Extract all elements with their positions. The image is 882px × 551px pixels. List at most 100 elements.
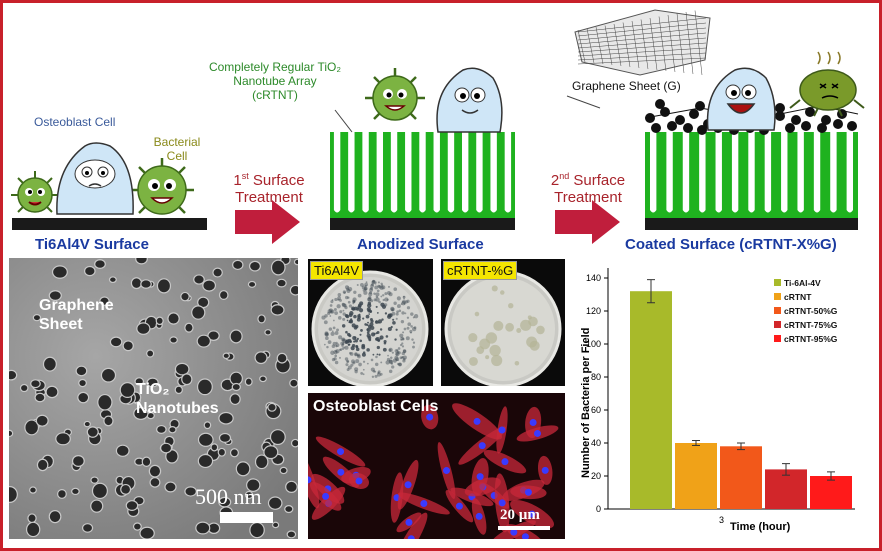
y-tick-label: 60 bbox=[591, 405, 601, 415]
bacterial-colony bbox=[321, 315, 326, 320]
bacterial-colony bbox=[331, 298, 334, 301]
bacterial-colony bbox=[334, 354, 338, 358]
bar bbox=[720, 446, 762, 509]
bacterial-colony bbox=[377, 371, 380, 374]
cell-nucleus bbox=[510, 528, 518, 536]
bacterial-colony bbox=[327, 309, 332, 314]
bacterial-colony bbox=[364, 284, 367, 287]
bacterial-colony bbox=[387, 354, 389, 357]
sem-graphene-line1: Graphene bbox=[39, 297, 114, 314]
bacterial-colony bbox=[385, 335, 389, 338]
bacterial-colony bbox=[402, 359, 406, 363]
bacterial-colony bbox=[347, 365, 352, 370]
bacterial-colony bbox=[399, 343, 403, 347]
sem-pore bbox=[257, 314, 266, 324]
bacterial-colony bbox=[401, 351, 406, 356]
sem-pore bbox=[83, 420, 91, 428]
bacterial-colony bbox=[348, 287, 353, 292]
sem-pore bbox=[247, 280, 257, 288]
bacterial-colony bbox=[398, 362, 402, 367]
bacterial-colony bbox=[374, 370, 377, 373]
tube-pore bbox=[649, 132, 657, 213]
cell-nucleus bbox=[407, 535, 415, 539]
sem-pore bbox=[264, 329, 272, 336]
bacterial-colony bbox=[354, 339, 358, 343]
bacterial-colony bbox=[354, 324, 359, 329]
graphene-dot bbox=[833, 119, 843, 129]
bacterial-colony bbox=[347, 338, 352, 343]
sem-pore bbox=[148, 464, 162, 478]
graphene-dot bbox=[847, 121, 857, 131]
graphene-dot bbox=[791, 115, 801, 125]
bacterial-colony bbox=[332, 326, 336, 330]
sem-pore bbox=[197, 432, 214, 447]
graphene-dot bbox=[785, 123, 795, 133]
treatment-2-line2: Treatment bbox=[554, 189, 622, 206]
bacterial-colony bbox=[362, 360, 366, 363]
chart-x-label: Time (hour) bbox=[730, 521, 791, 533]
cell-nucleus bbox=[498, 426, 506, 434]
tube-pore bbox=[797, 132, 804, 213]
sem-pore bbox=[78, 378, 87, 388]
bacterial-colony bbox=[332, 341, 337, 346]
treatment-2-label: 2nd Surface Treatment bbox=[542, 168, 634, 206]
sem-pore bbox=[90, 499, 104, 513]
sem-pore bbox=[267, 496, 283, 510]
bacterial-colony bbox=[336, 328, 339, 332]
tube-pore bbox=[362, 132, 369, 213]
sem-pore bbox=[184, 486, 197, 497]
sem-pore bbox=[169, 336, 178, 344]
bacterial-colony bbox=[335, 344, 338, 348]
legend-label: cRTNT-50%G bbox=[784, 306, 838, 316]
sem-pore bbox=[146, 377, 159, 388]
bacterial-colony bbox=[335, 349, 340, 354]
y-tick-label: 100 bbox=[586, 339, 601, 349]
graphene-dot bbox=[695, 101, 705, 111]
bacterial-colony bbox=[398, 309, 402, 313]
mesh-line bbox=[586, 28, 595, 64]
bacterial-colony bbox=[387, 285, 390, 288]
sem-pore bbox=[229, 329, 243, 344]
bacterial-colony bbox=[381, 318, 384, 321]
tube-pore bbox=[419, 132, 426, 213]
bacterial-colony bbox=[327, 311, 331, 315]
sem-graphene-line2: Sheet bbox=[39, 316, 83, 333]
sem-pore bbox=[248, 260, 261, 272]
tube-pore bbox=[781, 132, 788, 213]
y-tick-label: 120 bbox=[586, 306, 601, 316]
sem-pore bbox=[91, 482, 108, 500]
cell-nucleus bbox=[524, 488, 532, 496]
bacterial-colony bbox=[396, 349, 399, 352]
sem-pore bbox=[81, 523, 94, 533]
bacterial-colony bbox=[396, 359, 399, 362]
bacterial-colony bbox=[384, 297, 389, 302]
sem-pore bbox=[94, 259, 106, 269]
mesh-line bbox=[622, 22, 631, 68]
sem-tio2-line1: TiO₂ bbox=[136, 381, 170, 398]
bacterial-colony bbox=[341, 337, 346, 342]
bacterial-colony bbox=[379, 338, 382, 340]
graphene-sheet-icon bbox=[574, 9, 711, 76]
bacterial-colony bbox=[378, 300, 381, 304]
bacterial-colony bbox=[369, 287, 373, 290]
sem-pore bbox=[203, 421, 212, 430]
bacterial-colony bbox=[328, 327, 333, 331]
y-tick-label: 40 bbox=[591, 438, 601, 448]
mesh-line bbox=[577, 27, 707, 41]
bacterial-colony bbox=[395, 351, 400, 357]
ti-substrate bbox=[12, 218, 207, 230]
arrow-icon bbox=[555, 200, 620, 244]
osteoblast-label: Osteoblast Cell bbox=[34, 115, 116, 129]
bacterial-colony bbox=[344, 357, 349, 361]
bacterial-colony bbox=[377, 339, 380, 342]
bacterial-colony bbox=[387, 314, 392, 319]
legend-swatch bbox=[774, 293, 781, 300]
bacterial-colony bbox=[346, 288, 351, 293]
sem-pore bbox=[249, 521, 265, 539]
bacterial-colony bbox=[368, 292, 373, 297]
bacterial-colony bbox=[348, 313, 353, 318]
bacterial-colony bbox=[383, 342, 387, 345]
bacterial-colony bbox=[336, 304, 341, 309]
bacterial-colony bbox=[371, 279, 376, 284]
